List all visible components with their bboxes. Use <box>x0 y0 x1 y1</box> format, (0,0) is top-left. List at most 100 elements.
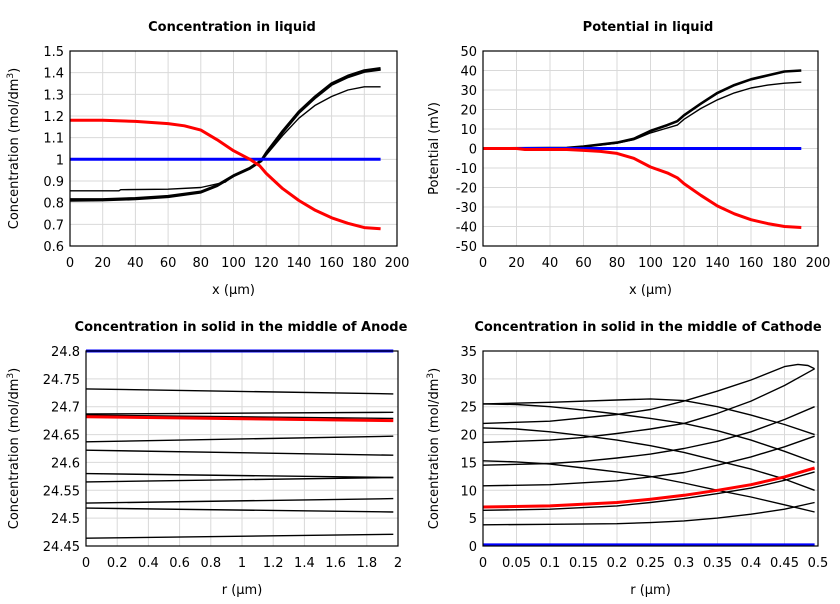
y-axis-label: Potential (mV) <box>427 102 442 195</box>
y-tick-label: 10 <box>460 484 477 499</box>
chart-title: Concentration in solid in the middle of … <box>474 320 822 335</box>
series-line-8 <box>483 435 815 487</box>
y-tick-label: 35 <box>460 345 477 360</box>
x-tick-label: 0 <box>479 256 487 271</box>
y-tick-label: 20 <box>460 429 477 444</box>
y-axis-label-sup: 3 <box>6 373 16 379</box>
series-line-7 <box>483 460 815 513</box>
x-tick-label: 100 <box>638 256 663 271</box>
y-tick-label: -50 <box>456 240 477 255</box>
y-tick-label: 30 <box>460 84 477 99</box>
x-tick-label: 60 <box>575 256 592 271</box>
x-tick-label: 0.45 <box>770 556 799 571</box>
y-tick-label: 1.4 <box>43 67 64 82</box>
x-tick-label: 0.25 <box>636 556 665 571</box>
x-tick-label: 120 <box>254 256 279 271</box>
x-tick-label: 140 <box>705 256 730 271</box>
series-line-6 <box>86 472 394 479</box>
chart-title: Concentration in solid in the middle of … <box>75 320 408 335</box>
x-tick-label: 40 <box>127 256 144 271</box>
x-tick-label: 0.4 <box>741 556 762 571</box>
plot-frame <box>482 50 819 247</box>
series-line-1 <box>483 81 802 150</box>
y-tick-label: 24.7 <box>51 401 80 416</box>
x-tick-label: 0.8 <box>200 556 221 571</box>
y-tick-label: 0 <box>469 143 477 158</box>
x-tick-label: 0.4 <box>138 556 159 571</box>
y-tick-label: -40 <box>456 221 477 236</box>
y-tick-label: 5 <box>469 512 477 527</box>
y-tick-label: 0.8 <box>43 197 64 212</box>
series-line-9 <box>483 471 815 511</box>
series-line-5 <box>86 449 394 456</box>
plot-frame <box>69 50 398 247</box>
y-axis-label-sup: 3 <box>6 73 16 79</box>
y-tick-label: 0.7 <box>43 218 64 233</box>
series-line-5 <box>483 427 815 491</box>
x-tick-label: 20 <box>508 256 525 271</box>
x-tick-label: 120 <box>672 256 697 271</box>
x-tick-label: 180 <box>352 256 377 271</box>
y-tick-label: 40 <box>460 65 477 80</box>
x-tick-label: 80 <box>193 256 210 271</box>
x-tick-label: 1.6 <box>325 556 346 571</box>
series-line-11 <box>86 415 394 423</box>
x-axis-label: x (µm) <box>629 283 672 298</box>
subplot-4: 0 0.05 0.1 0.15 0.2 0.25 0.3 0.35 0.4 0.45 0.5 0 5 10… <box>426 320 828 598</box>
chart-title: Potential in liquid <box>583 20 714 35</box>
series-line-9 <box>86 507 394 513</box>
y-tick-label: -10 <box>456 162 477 177</box>
x-tick-label: 20 <box>94 256 111 271</box>
series-line-3 <box>86 414 394 420</box>
series-group <box>483 69 802 229</box>
y-axis-label-end: ) <box>7 368 22 373</box>
x-tick-label: 0.05 <box>502 556 531 571</box>
y-tick-label: 1.5 <box>43 45 64 60</box>
y-tick-label: 0.6 <box>43 240 64 255</box>
series-line-7 <box>86 476 394 483</box>
x-tick-label: 0 <box>479 556 487 571</box>
x-axis-label: r (µm) <box>630 583 671 598</box>
series-group <box>483 363 816 547</box>
plot-frame <box>85 350 399 547</box>
series-line-2 <box>86 411 394 415</box>
subplot-2: 0 20 40 60 80 100 120 140 160 180 200-50-40-30-20-… <box>427 20 830 298</box>
y-tick-label: -30 <box>456 201 477 216</box>
x-tick-label: 0.35 <box>703 556 732 571</box>
series-line-10 <box>86 533 394 539</box>
y-axis-label-main: Potential (mV) <box>427 102 442 195</box>
x-tick-label: 1.2 <box>263 556 284 571</box>
x-tick-label: 0.3 <box>674 556 695 571</box>
x-tick-label: 0.2 <box>607 556 628 571</box>
y-tick-label: 1.2 <box>43 110 64 125</box>
x-tick-label: 160 <box>739 256 764 271</box>
y-tick-label: 1.3 <box>43 88 64 103</box>
series-line-1 <box>70 86 381 192</box>
series-line-4 <box>483 368 815 444</box>
x-tick-label: 0 <box>66 256 74 271</box>
y-tick-label: 15 <box>460 456 477 471</box>
y-axis-label-end: ) <box>427 368 442 373</box>
y-tick-label: 50 <box>460 45 477 60</box>
series-line-3 <box>70 67 381 201</box>
y-tick-label: 0 <box>469 540 477 555</box>
series-line-2 <box>483 403 815 464</box>
x-tick-label: 1.4 <box>294 556 315 571</box>
x-tick-label: 2 <box>394 556 402 571</box>
series-group <box>70 67 381 231</box>
y-tick-label: 24.65 <box>43 429 80 444</box>
subplot-1: 0 20 40 60 80 100 120 140 160 180 200 0.6 0.7 0.8 0.9 1… <box>6 20 409 298</box>
y-axis-label-main: Concentration (mol/dm <box>427 379 442 530</box>
y-tick-label: 10 <box>460 123 477 138</box>
y-axis-label-sup: 3 <box>426 373 436 379</box>
y-tick-label: 24.75 <box>43 373 80 388</box>
y-tick-label: 20 <box>460 104 477 119</box>
x-tick-label: 0.15 <box>569 556 598 571</box>
subplot-3: 0 0.2 0.4 0.6 0.8 1 1.2 1.4 1.6 1.8 2 24.45 24.5 24.5… <box>6 320 408 598</box>
y-axis-label-main: Concentration (mol/dm <box>7 79 22 230</box>
plot-frame <box>482 350 819 547</box>
series-line-10 <box>483 501 815 526</box>
y-tick-label: 1 <box>56 153 64 168</box>
y-tick-label: 1.1 <box>43 132 64 147</box>
